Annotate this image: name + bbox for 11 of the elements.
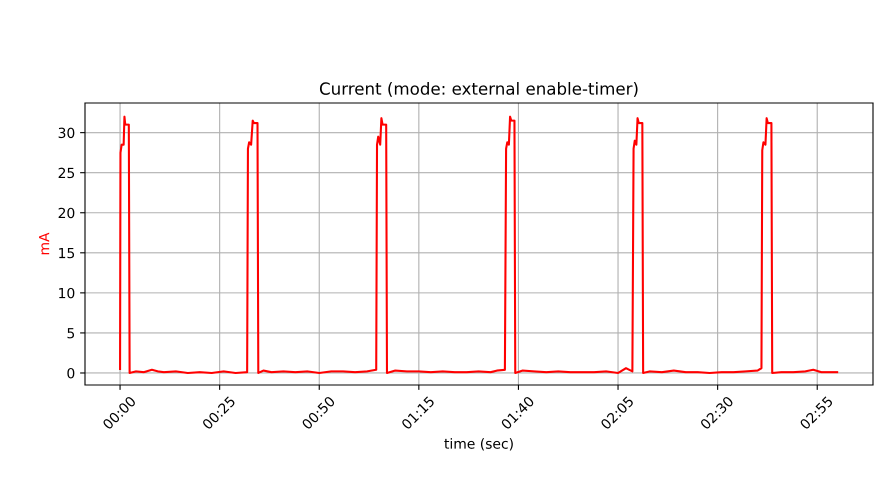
y-tick-label: 30 (58, 128, 74, 138)
y-tick-label: 5 (68, 328, 74, 338)
y-tick-label: 15 (59, 248, 74, 258)
chart-title: Current (mode: external enable-timer) (320, 82, 638, 97)
y-axis-title: mA (39, 232, 50, 254)
y-tick-label: 25 (58, 168, 74, 178)
y-tick-label: 20 (58, 208, 74, 218)
y-tick-label: 0 (67, 368, 74, 378)
line-series (119, 116, 838, 374)
y-tick-label: 10 (59, 288, 74, 298)
x-axis-title: time (sec) (444, 438, 513, 450)
